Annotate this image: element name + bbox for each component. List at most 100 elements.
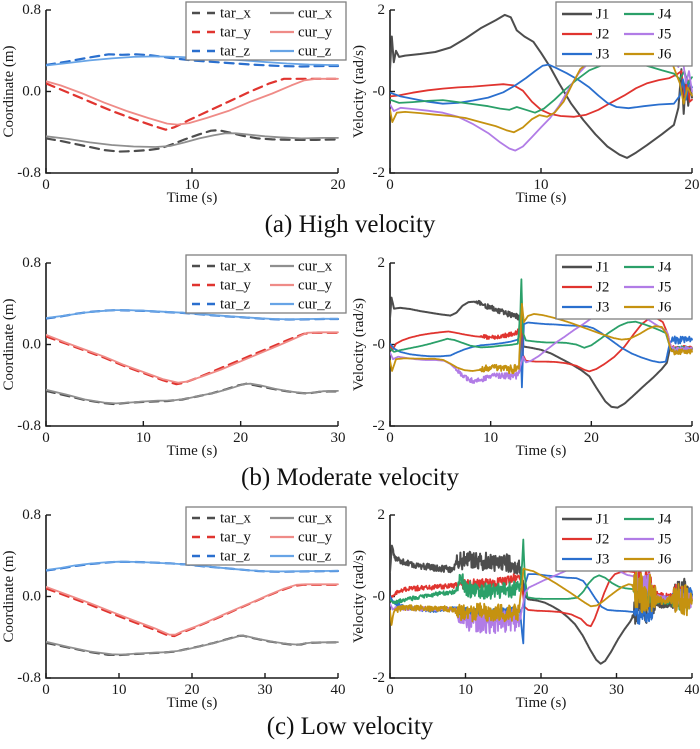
x-tick-label: 20 xyxy=(185,682,200,698)
x-axis-label: Time (s) xyxy=(167,695,218,710)
series-cur_y xyxy=(46,77,339,126)
legend-label-cur_y: cur_y xyxy=(298,529,333,545)
vel_low-chart: 2 -0 -20 10 20 30 40 Time (s) Velocity (rad/s) J1… xyxy=(351,506,700,710)
legend-label-cur_y: cur_y xyxy=(298,24,333,40)
series-J2 xyxy=(390,70,693,118)
legend: tar_x cur_x tar_y cur_y tar_z cur_z xyxy=(185,506,347,566)
legend-label-tar_z: tar_z xyxy=(220,43,250,59)
coord_low-chart: 0.8 0.0 -0.80 10 20 30 40 Time (s) Coordinate (m… xyxy=(1,506,347,710)
series-J6 xyxy=(390,58,693,134)
y-axis-label: Coordinate (m) xyxy=(1,298,17,390)
legend: tar_x cur_x tar_y cur_y tar_z cur_z xyxy=(185,1,347,61)
legend-label-J2: J2 xyxy=(596,26,609,42)
legend-label-J5: J5 xyxy=(658,279,671,295)
coordinate-plot-high: 0.8 0.0 -0.8 0 10 20 Time (s) Coordinate (m) tar… xyxy=(0,0,350,205)
y-tick-label: -0.8 xyxy=(17,165,41,181)
x-tick-label: 10 xyxy=(458,682,473,698)
series-cur_y xyxy=(46,331,339,384)
series-cur_x xyxy=(46,132,339,148)
legend: J1 J2 J3 J4 J5 J6 xyxy=(555,254,693,320)
x-tick-label: 0 xyxy=(42,430,50,446)
series-group xyxy=(390,538,693,665)
x-tick-label: 30 xyxy=(685,430,700,446)
axes: 0.8 0.0 -0.80 10 20 30 40 Time (s) Coordinate (m… xyxy=(1,507,346,710)
series-group xyxy=(46,53,340,153)
legend-label-J3: J3 xyxy=(596,551,609,567)
x-tick-label: 0 xyxy=(386,177,394,193)
x-axis-label: Time (s) xyxy=(516,190,567,205)
legend-label-cur_z: cur_z xyxy=(298,296,332,312)
x-tick-label: 20 xyxy=(233,430,248,446)
x-tick-label: 0 xyxy=(42,682,50,698)
legend-label-J6: J6 xyxy=(658,551,672,567)
velocity-plot-moderate: 2 -0 -2 0 10 20 30 Time (s) Velocity (rad/s) J1 J2… xyxy=(350,253,700,458)
y-axis-label: Velocity (rad/s) xyxy=(351,550,367,643)
series-group xyxy=(46,560,340,657)
legend-label-J2: J2 xyxy=(596,531,609,547)
legend: J1 J2 J3 J4 J5 J6 xyxy=(555,506,693,572)
y-axis-label: Velocity (rad/s) xyxy=(351,45,367,138)
y-tick-label: 2 xyxy=(378,2,386,18)
y-tick-label: -0.8 xyxy=(17,670,41,686)
y-tick-label: -0 xyxy=(373,336,386,352)
x-axis-label: Time (s) xyxy=(516,443,567,458)
y-tick-label: 2 xyxy=(378,507,386,523)
series-J3 xyxy=(390,321,693,389)
axes: 0.8 0.0 -0.80 10 20 30 Time (s) Coordinate (m) xyxy=(1,255,346,458)
y-tick-label: 0.0 xyxy=(22,336,41,352)
y-tick-label: -2 xyxy=(373,165,386,181)
y-axis-label: Velocity (rad/s) xyxy=(351,298,367,391)
series-J6 xyxy=(390,302,693,375)
x-axis-label: Time (s) xyxy=(167,443,218,458)
series-J3 xyxy=(390,63,693,110)
x-tick-label: 10 xyxy=(185,177,200,193)
legend-label-J1: J1 xyxy=(596,511,609,527)
x-tick-label: 0 xyxy=(386,682,394,698)
x-tick-label: 30 xyxy=(331,430,346,446)
y-axis-label: Coordinate (m) xyxy=(1,45,17,137)
legend-label-J1: J1 xyxy=(596,259,609,275)
legend-label-cur_x: cur_x xyxy=(298,5,333,21)
legend-label-tar_z: tar_z xyxy=(220,548,250,564)
x-tick-label: 10 xyxy=(483,430,498,446)
coord_moderate-chart: 0.8 0.0 -0.80 10 20 30 Time (s) Coordinate (m) t… xyxy=(1,254,347,458)
series-J4 xyxy=(390,61,693,114)
y-tick-label: -2 xyxy=(373,418,386,434)
series-cur_x xyxy=(46,382,339,405)
x-tick-label: 40 xyxy=(331,682,346,698)
legend-label-J3: J3 xyxy=(596,46,609,62)
y-tick-label: -0.8 xyxy=(17,418,41,434)
coordinate-plot-low: 0.8 0.0 -0.8 0 10 20 30 40 Time (s) Coordinate (m… xyxy=(0,505,350,710)
x-tick-label: 30 xyxy=(258,682,273,698)
x-tick-label: 20 xyxy=(534,682,549,698)
x-tick-label: 40 xyxy=(685,682,700,698)
x-tick-label: 20 xyxy=(331,177,346,193)
y-tick-label: -0 xyxy=(373,83,386,99)
legend-label-tar_y: tar_y xyxy=(220,277,251,293)
caption-moderate-velocity: (b) Moderate velocity xyxy=(241,464,459,491)
legend-label-J3: J3 xyxy=(596,299,609,315)
x-tick-label: 10 xyxy=(534,177,549,193)
vel_moderate-chart: 2 -0 -20 10 20 30 Time (s) Velocity (rad/s) J1 J2… xyxy=(351,254,700,458)
x-tick-label: 30 xyxy=(609,682,624,698)
caption-low-velocity: (c) Low velocity xyxy=(266,713,434,740)
coord_high-chart: 0.8 0.0 -0.80 10 20 Time (s) Coordinate (m) tar… xyxy=(1,1,347,205)
velocity-plot-high: 2 -0 -2 0 10 20 Time (s) Velocity (rad/s) J1 J2 J3… xyxy=(350,0,700,205)
x-tick-label: 0 xyxy=(386,430,394,446)
legend-label-J4: J4 xyxy=(658,259,672,275)
velocity-plot-low: 2 -0 -2 0 10 20 30 40 Time (s) Velocity (rad/s) J1… xyxy=(350,505,700,710)
legend-label-J2: J2 xyxy=(596,279,609,295)
series-cur_y xyxy=(46,583,339,636)
legend-label-J5: J5 xyxy=(658,26,671,42)
y-tick-label: 0.8 xyxy=(22,2,41,18)
y-tick-label: -0 xyxy=(373,588,386,604)
y-axis-label: Coordinate (m) xyxy=(1,550,17,642)
x-tick-label: 20 xyxy=(584,430,599,446)
series-tar_z xyxy=(46,53,340,68)
legend-label-cur_z: cur_z xyxy=(298,548,332,564)
y-tick-label: 0.0 xyxy=(22,83,41,99)
legend: tar_x cur_x tar_y cur_y tar_z cur_z xyxy=(185,254,347,314)
legend-label-J4: J4 xyxy=(658,511,672,527)
y-tick-label: 0.8 xyxy=(22,255,41,271)
